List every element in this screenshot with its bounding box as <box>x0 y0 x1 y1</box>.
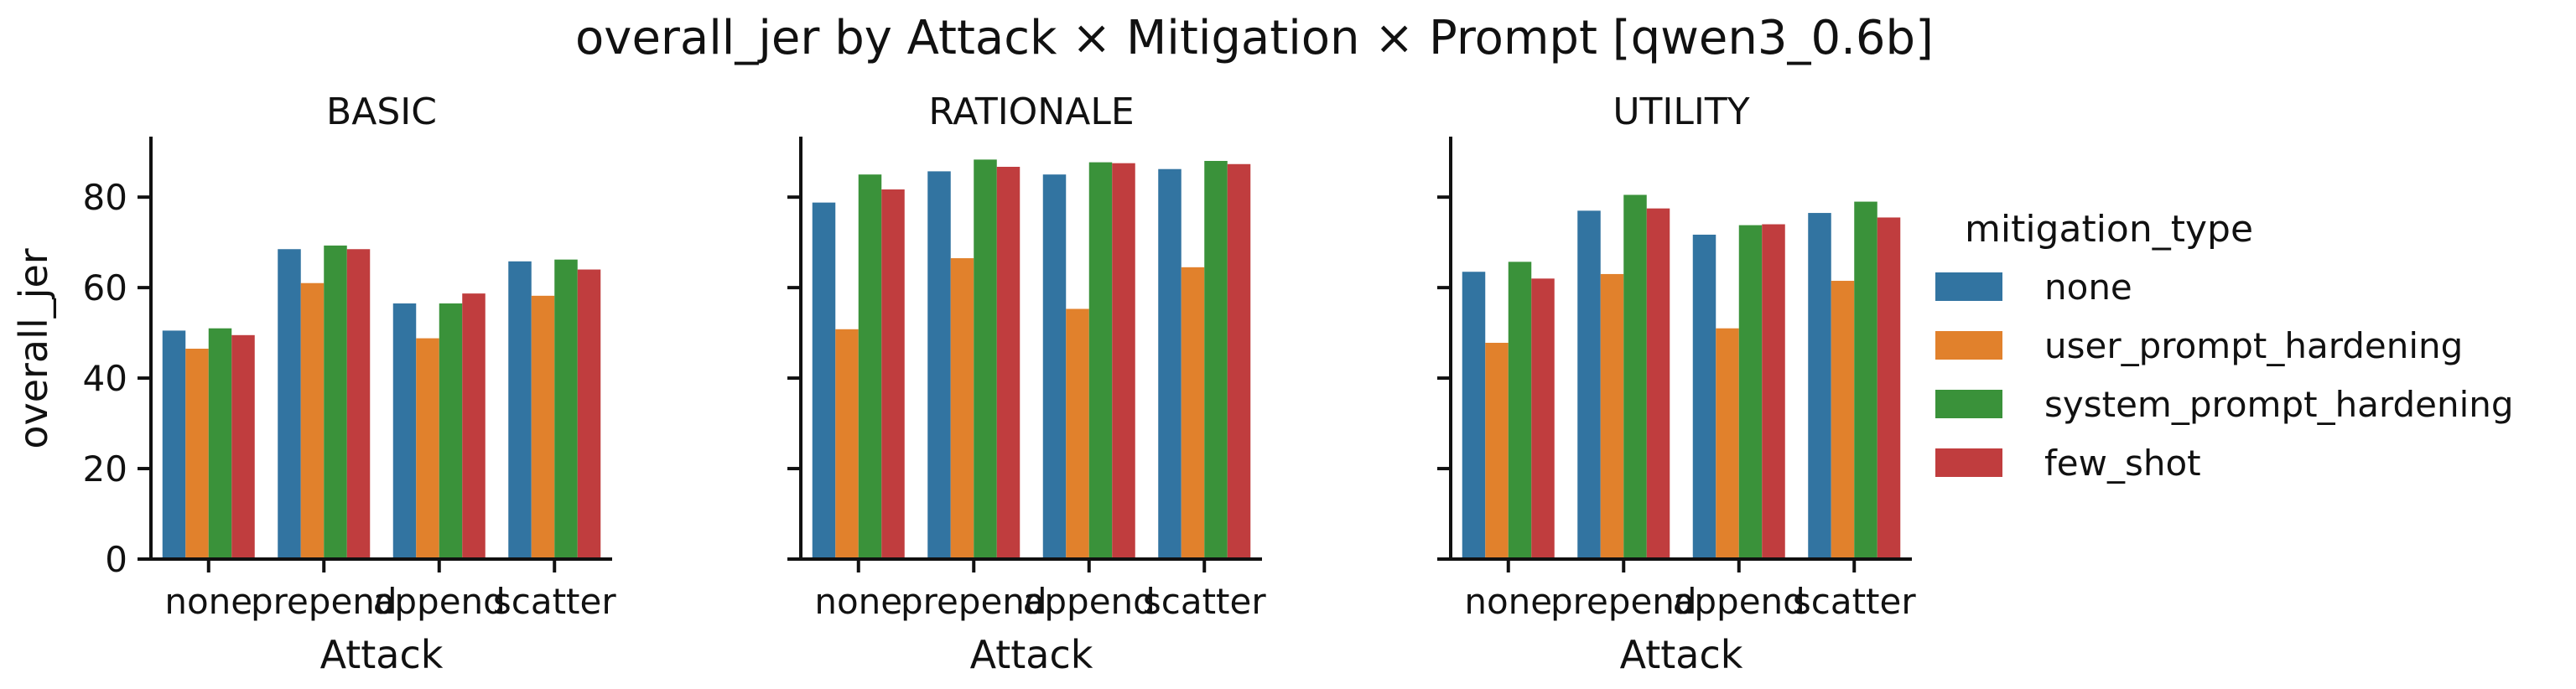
bar-utility-scatter-few_shot <box>1877 217 1901 559</box>
y-tick-label: 40 <box>83 358 127 399</box>
bar-basic-prepend-few_shot <box>346 249 371 559</box>
x-tick-label: scatter <box>1143 581 1266 622</box>
bar-rationale-none-system_prompt_hardening <box>858 174 882 559</box>
bar-rationale-prepend-system_prompt_hardening <box>974 159 997 559</box>
bar-rationale-prepend-user_prompt_hardening <box>950 258 974 559</box>
bar-utility-scatter-user_prompt_hardening <box>1831 281 1855 559</box>
y-tick-label: 20 <box>83 448 127 490</box>
y-tick-label: 80 <box>83 177 127 218</box>
bar-basic-none-user_prompt_hardening <box>185 349 209 559</box>
y-tick-label: 60 <box>83 267 127 308</box>
panel-title: RATIONALE <box>928 91 1134 133</box>
legend-swatch-few_shot <box>1935 448 2002 477</box>
bar-rationale-append-none <box>1042 174 1067 559</box>
bar-rationale-scatter-system_prompt_hardening <box>1204 160 1228 560</box>
bar-basic-scatter-system_prompt_hardening <box>554 259 578 559</box>
x-tick-label: append <box>1023 581 1156 622</box>
bar-basic-append-none <box>392 303 417 559</box>
legend-label-system_prompt_hardening: system_prompt_hardening <box>2044 384 2514 425</box>
bar-basic-prepend-none <box>278 249 301 559</box>
x-tick-label: prepend <box>1550 581 1697 622</box>
x-axis-label: Attack <box>970 632 1093 677</box>
legend-swatch-user_prompt_hardening <box>1935 331 2002 360</box>
bar-utility-none-user_prompt_hardening <box>1485 342 1509 559</box>
legend-label-few_shot: few_shot <box>2044 443 2201 484</box>
x-tick-label: append <box>373 581 506 622</box>
y-tick-label: 0 <box>105 539 127 580</box>
x-tick-label: none <box>164 581 252 622</box>
bar-rationale-scatter-user_prompt_hardening <box>1181 267 1205 559</box>
x-tick-label: scatter <box>493 581 616 622</box>
bar-rationale-prepend-none <box>927 171 951 559</box>
bar-utility-none-few_shot <box>1531 278 1555 559</box>
bar-basic-none-none <box>162 330 186 559</box>
bar-basic-append-user_prompt_hardening <box>416 338 439 559</box>
bar-utility-prepend-few_shot <box>1646 208 1670 560</box>
chart-title: overall_jer by Attack × Mitigation × Pro… <box>575 11 1934 65</box>
bar-utility-append-user_prompt_hardening <box>1716 328 1739 559</box>
bar-basic-prepend-user_prompt_hardening <box>300 282 325 559</box>
x-axis-label: Attack <box>320 632 444 677</box>
bar-basic-none-few_shot <box>231 334 255 559</box>
panel-title: UTILITY <box>1613 91 1749 133</box>
legend-label-none: none <box>2044 267 2132 308</box>
bar-utility-prepend-none <box>1577 210 1601 559</box>
bar-utility-scatter-none <box>1808 213 1831 559</box>
bar-utility-scatter-system_prompt_hardening <box>1854 201 1877 559</box>
x-tick-label: prepend <box>901 581 1047 622</box>
bar-utility-none-system_prompt_hardening <box>1508 262 1532 559</box>
x-tick-label: prepend <box>251 581 397 622</box>
legend-title: mitigation_type <box>1965 208 2253 251</box>
bar-basic-append-system_prompt_hardening <box>439 303 463 559</box>
bar-basic-scatter-user_prompt_hardening <box>531 295 555 559</box>
bar-utility-append-few_shot <box>1762 224 1785 559</box>
bar-rationale-none-few_shot <box>881 189 905 559</box>
bar-basic-none-system_prompt_hardening <box>208 328 232 559</box>
bar-utility-prepend-system_prompt_hardening <box>1623 194 1647 559</box>
bar-rationale-append-few_shot <box>1112 163 1135 559</box>
bar-basic-scatter-none <box>508 261 532 559</box>
x-tick-label: append <box>1673 581 1805 622</box>
bar-utility-none-none <box>1462 272 1486 559</box>
legend-swatch-system_prompt_hardening <box>1935 390 2002 418</box>
panel-title: BASIC <box>326 91 437 133</box>
bar-rationale-scatter-few_shot <box>1227 163 1251 559</box>
bar-utility-prepend-user_prompt_hardening <box>1600 273 1624 559</box>
bar-utility-append-none <box>1692 234 1716 559</box>
bar-rationale-none-user_prompt_hardening <box>835 329 859 559</box>
x-tick-label: scatter <box>1793 581 1916 622</box>
bar-rationale-append-user_prompt_hardening <box>1066 308 1089 559</box>
bar-basic-append-few_shot <box>462 293 486 559</box>
y-axis-label: overall_jer <box>11 248 56 448</box>
panels: 020406080noneprependappendscatterBASICAt… <box>11 91 1916 677</box>
bar-utility-append-system_prompt_hardening <box>1738 225 1763 559</box>
bar-rationale-scatter-none <box>1158 168 1182 559</box>
x-tick-label: none <box>814 581 902 622</box>
bar-basic-scatter-few_shot <box>577 269 601 559</box>
x-tick-label: none <box>1464 581 1552 622</box>
legend-label-user_prompt_hardening: user_prompt_hardening <box>2044 325 2463 366</box>
bar-rationale-none-none <box>812 202 836 559</box>
bar-basic-prepend-system_prompt_hardening <box>324 245 347 559</box>
bar-rationale-prepend-few_shot <box>996 167 1021 559</box>
bar-rationale-append-system_prompt_hardening <box>1088 162 1113 560</box>
legend-swatch-none <box>1935 272 2002 301</box>
x-axis-label: Attack <box>1620 632 1743 677</box>
